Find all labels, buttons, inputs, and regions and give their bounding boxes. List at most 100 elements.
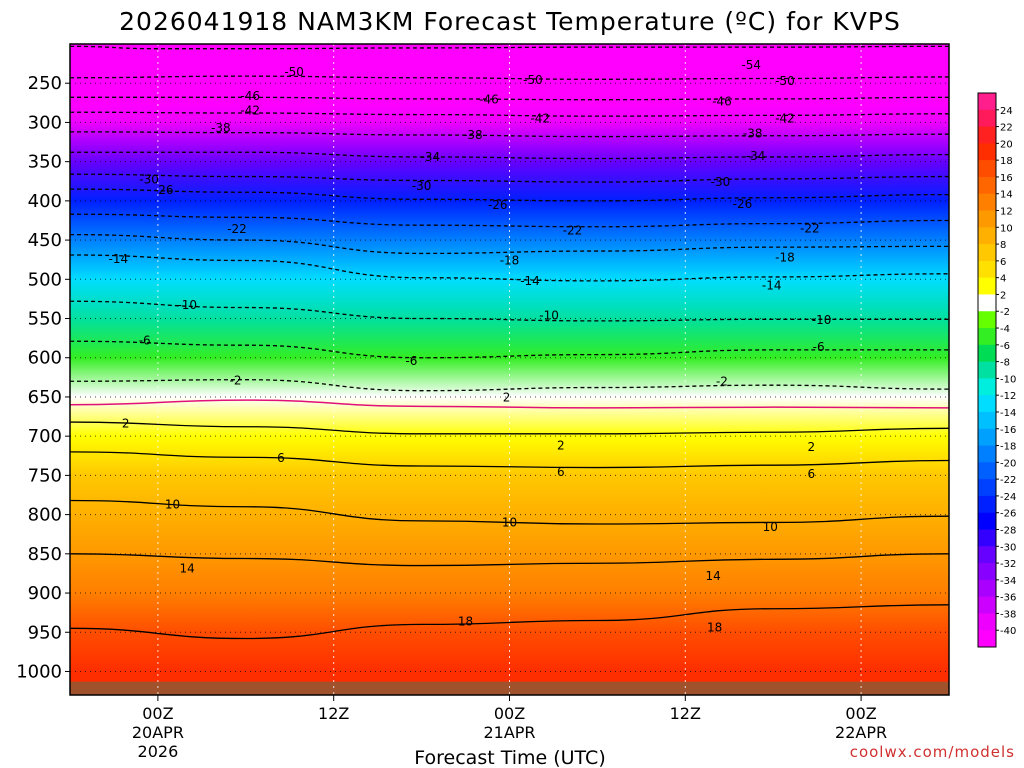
colorbar-swatch bbox=[978, 512, 996, 530]
contour-label: -18 bbox=[775, 250, 795, 264]
contour-label: 10 bbox=[763, 520, 778, 534]
y-tick-label: 850 bbox=[28, 544, 62, 565]
y-axis: 250 300 350 400 450 500 550 600 650 700 750 800 850 9… bbox=[16, 73, 70, 682]
colorbar-swatch bbox=[978, 311, 996, 329]
x-tick-label: 12Z bbox=[670, 704, 701, 723]
colorbar-label: -12 bbox=[1000, 391, 1016, 402]
contour-label: -22 bbox=[563, 224, 583, 238]
x-tick-label: 00Z bbox=[494, 704, 525, 723]
y-tick-label: 950 bbox=[28, 622, 62, 643]
contour-label: 2 bbox=[122, 417, 130, 431]
colorbar-swatch bbox=[978, 260, 996, 279]
y-tick-label: 500 bbox=[28, 269, 62, 290]
colorbar-label: -22 bbox=[1000, 475, 1016, 486]
x-tick-label: 21APR bbox=[483, 723, 535, 742]
colorbar-swatch bbox=[978, 579, 996, 598]
colorbar-swatch bbox=[978, 411, 996, 430]
colorbar-swatch bbox=[978, 210, 996, 228]
colorbar-label: -36 bbox=[1000, 593, 1016, 604]
contour-label: -10 bbox=[177, 298, 197, 312]
contour-labels: -54-50-50 -50-46 -46 -46-42-42 -42-38-38 -38-… bbox=[109, 58, 832, 634]
contour-line-minus10 bbox=[70, 300, 949, 322]
contour-label: -34 bbox=[746, 149, 766, 163]
colorbar-swatch bbox=[978, 227, 996, 245]
contour-label: -54 bbox=[741, 58, 761, 72]
contour-label: -46 bbox=[479, 93, 499, 107]
x-tick-label: 12Z bbox=[318, 704, 349, 723]
contour-label: 14 bbox=[705, 569, 720, 583]
contour-line-6 bbox=[70, 451, 949, 469]
contour-line-10 bbox=[70, 499, 949, 525]
contour-line-minus26 bbox=[70, 188, 949, 202]
colorbar-swatch bbox=[978, 160, 996, 178]
contour-line-minus6 bbox=[70, 340, 949, 359]
colorbar-label: 6 bbox=[1000, 257, 1006, 268]
colorbar-label: -6 bbox=[1000, 341, 1010, 352]
contour-line-minus2 bbox=[70, 379, 949, 392]
colorbar-label: -30 bbox=[1000, 542, 1016, 553]
colorbar-swatch bbox=[978, 244, 996, 262]
contour-label: 18 bbox=[707, 621, 722, 635]
colorbar-swatch bbox=[978, 277, 996, 295]
contour-label: -42 bbox=[775, 112, 795, 126]
chart-title: 2026041918 NAM3KM Forecast Temperature (… bbox=[119, 7, 901, 36]
y-tick-label: 1000 bbox=[16, 661, 62, 682]
contour-label: -50 bbox=[775, 74, 795, 88]
colorbar-label: 18 bbox=[1000, 156, 1013, 167]
colorbar-swatch bbox=[978, 193, 996, 212]
colorbar-swatch bbox=[978, 529, 996, 547]
x-tick-label: 00Z bbox=[845, 704, 876, 723]
y-tick-label: 300 bbox=[28, 112, 62, 133]
colorbar-label: -16 bbox=[1000, 425, 1016, 436]
colorbar-label: 12 bbox=[1000, 207, 1013, 218]
colorbar-label: -32 bbox=[1000, 559, 1016, 570]
contour-line-minus38 bbox=[70, 131, 949, 138]
colorbar-label: 14 bbox=[1000, 190, 1013, 201]
contour-label: -14 bbox=[762, 279, 782, 293]
y-tick-label: 250 bbox=[28, 73, 62, 94]
contour-line-minus30 bbox=[70, 173, 949, 183]
colorbar-label: -40 bbox=[1000, 626, 1016, 637]
colorbar-swatch bbox=[978, 445, 996, 463]
contour-label: 14 bbox=[180, 562, 195, 576]
colorbar-swatch bbox=[978, 328, 996, 346]
colorbar-label: -10 bbox=[1000, 374, 1016, 385]
contour-line-18 bbox=[70, 604, 949, 640]
colorbar-swatch bbox=[978, 495, 996, 514]
x-axis-title: Forecast Time (UTC) bbox=[414, 747, 605, 768]
colorbar-swatch bbox=[978, 630, 996, 648]
colorbar-swatch bbox=[978, 109, 996, 128]
contour-label: 2 bbox=[503, 391, 511, 405]
x-tick-label: 00Z bbox=[142, 704, 173, 723]
contour-label: -34 bbox=[421, 150, 441, 164]
colorbar-swatch bbox=[978, 143, 996, 161]
y-tick-label: 450 bbox=[28, 230, 62, 251]
contour-label: -10 bbox=[812, 313, 832, 327]
contour-label: -6 bbox=[813, 340, 825, 354]
colorbar-legend: 24 22 20 18 16 14 12 10 8 6 4 2 -2 -4 -6 -8 -10 -12 -14 -16… bbox=[977, 92, 1016, 648]
contour-line-minus18 bbox=[70, 233, 949, 255]
contour-label: -30 bbox=[412, 179, 432, 193]
colorbar-swatch bbox=[978, 294, 996, 312]
contour-label: 10 bbox=[502, 515, 517, 529]
contour-label: -26 bbox=[488, 198, 508, 212]
y-tick-label: 400 bbox=[28, 191, 62, 212]
colorbar-label: 10 bbox=[1000, 223, 1013, 234]
x-tick-label: 20APR bbox=[132, 723, 184, 742]
contour-label: -30 bbox=[139, 173, 159, 187]
contour-label: -38 bbox=[463, 128, 483, 142]
contour-label: -2 bbox=[716, 374, 728, 388]
contour-label: -18 bbox=[500, 253, 520, 267]
contour-lines bbox=[70, 45, 949, 640]
contour-label: 2 bbox=[557, 439, 565, 453]
contour-label: -50 bbox=[523, 73, 543, 87]
contour-label: -14 bbox=[109, 252, 129, 266]
colorbar-label: 4 bbox=[1000, 274, 1006, 285]
contour-line-minus46 bbox=[70, 96, 949, 101]
colorbar-frame bbox=[977, 92, 997, 648]
contour-label: -46 bbox=[240, 89, 260, 103]
contour-label: 10 bbox=[165, 497, 180, 511]
contour-line-minus54 bbox=[70, 45, 949, 50]
